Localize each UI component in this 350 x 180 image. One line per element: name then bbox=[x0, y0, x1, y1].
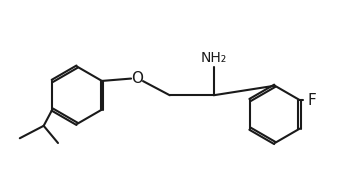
Text: NH₂: NH₂ bbox=[201, 51, 227, 65]
Text: F: F bbox=[307, 93, 316, 107]
Text: O: O bbox=[131, 71, 143, 86]
